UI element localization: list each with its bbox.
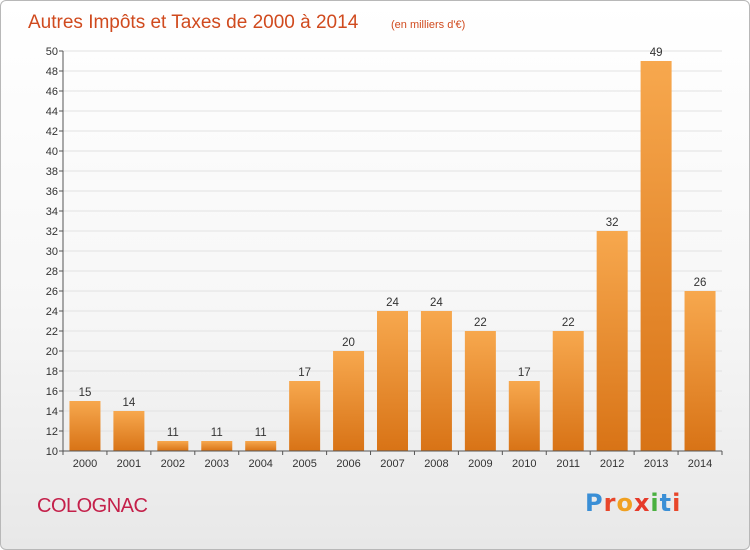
commune-name: COLOGNAC [37,495,148,517]
bar-value-label: 22 [562,317,575,329]
bars: 15 14 11 11 11 17 20 24 24 22 17 22 32 49 26 [69,47,716,451]
bar [113,411,145,451]
logo-letter: i [672,489,682,517]
x-tick-label: 2012 [600,458,624,470]
x-tick-label: 2006 [336,458,360,470]
y-tick-label: 22 [46,326,58,338]
logo-letter: r [603,489,617,517]
bar [596,231,628,451]
bar-value-label: 20 [342,337,355,349]
bar [245,441,277,451]
bar-value-label: 22 [474,317,487,329]
y-axis: 10 12 14 16 18 20 22 24 26 28 30 32 34 36 38 40 42 44 46 48… [46,46,64,458]
bar-value-label: 24 [386,297,399,309]
x-tick-label: 2002 [161,458,185,470]
bar [69,401,101,451]
bar-value-label: 24 [430,297,443,309]
y-tick-label: 16 [46,386,58,398]
bar [464,331,496,451]
x-tick-label: 2008 [424,458,448,470]
bar [289,381,321,451]
y-tick-label: 50 [46,46,58,58]
y-tick-label: 26 [46,286,58,298]
logo-letter: o [616,489,634,517]
bar [377,311,408,451]
y-tick-label: 36 [46,186,58,198]
bar [420,311,452,451]
bar-value-label: 14 [123,397,136,409]
x-tick-label: 2014 [688,458,712,470]
y-tick-label: 42 [46,126,58,138]
y-tick-label: 10 [46,446,58,458]
bar [552,331,584,451]
bar [201,441,233,451]
y-tick-label: 32 [46,226,58,238]
y-tick-label: 14 [46,406,58,418]
y-tick-label: 20 [46,346,58,358]
bar-value-label: 15 [79,387,92,399]
y-tick-label: 30 [46,246,58,258]
logo-letter: i [650,489,660,517]
x-tick-label: 2004 [248,458,272,470]
chart-unit: (en milliers d'€) [391,19,465,31]
y-tick-label: 44 [46,106,58,118]
x-tick-label: 2003 [205,458,229,470]
x-tick-label: 2011 [556,458,580,470]
x-tick-label: 2013 [644,458,668,470]
chart-title: Autres Impôts et Taxes de 2000 à 2014 [28,12,359,33]
x-tick-label: 2007 [380,458,404,470]
x-axis: 2000 2001 2002 2003 2004 2005 2006 2007 2008 2009… [62,450,723,470]
y-tick-label: 48 [46,66,58,78]
y-tick-label: 40 [46,146,58,158]
y-tick-label: 28 [46,266,58,278]
y-tick-label: 12 [46,426,58,438]
bar [640,61,672,451]
grid-layer [63,50,722,452]
proxiti-logo[interactable]: Proxiti [585,489,681,517]
bar-value-label: 11 [167,427,179,439]
logo-letter: x [633,489,651,517]
bar [508,381,540,451]
y-tick-label: 34 [46,206,58,218]
bar-value-label: 11 [255,427,267,439]
bar-value-label: 26 [694,277,707,289]
x-tick-label: 2010 [512,458,536,470]
y-tick-label: 38 [46,166,58,178]
bar-value-label: 17 [518,367,531,379]
bar [684,291,716,451]
y-tick-label: 18 [46,366,58,378]
y-tick-label: 46 [46,86,58,98]
bar-value-label: 49 [650,47,663,59]
bar-value-label: 11 [211,427,223,439]
bar-value-label: 32 [606,217,619,229]
x-tick-label: 2001 [117,458,141,470]
logo-letter: t [659,489,673,517]
y-tick-label: 24 [46,306,58,318]
bar [157,441,189,451]
x-tick-label: 2005 [292,458,316,470]
x-tick-label: 2000 [73,458,97,470]
bar [333,351,365,451]
x-tick-label: 2009 [468,458,492,470]
bar-value-label: 17 [298,367,311,379]
logo-letter: P [585,489,604,517]
